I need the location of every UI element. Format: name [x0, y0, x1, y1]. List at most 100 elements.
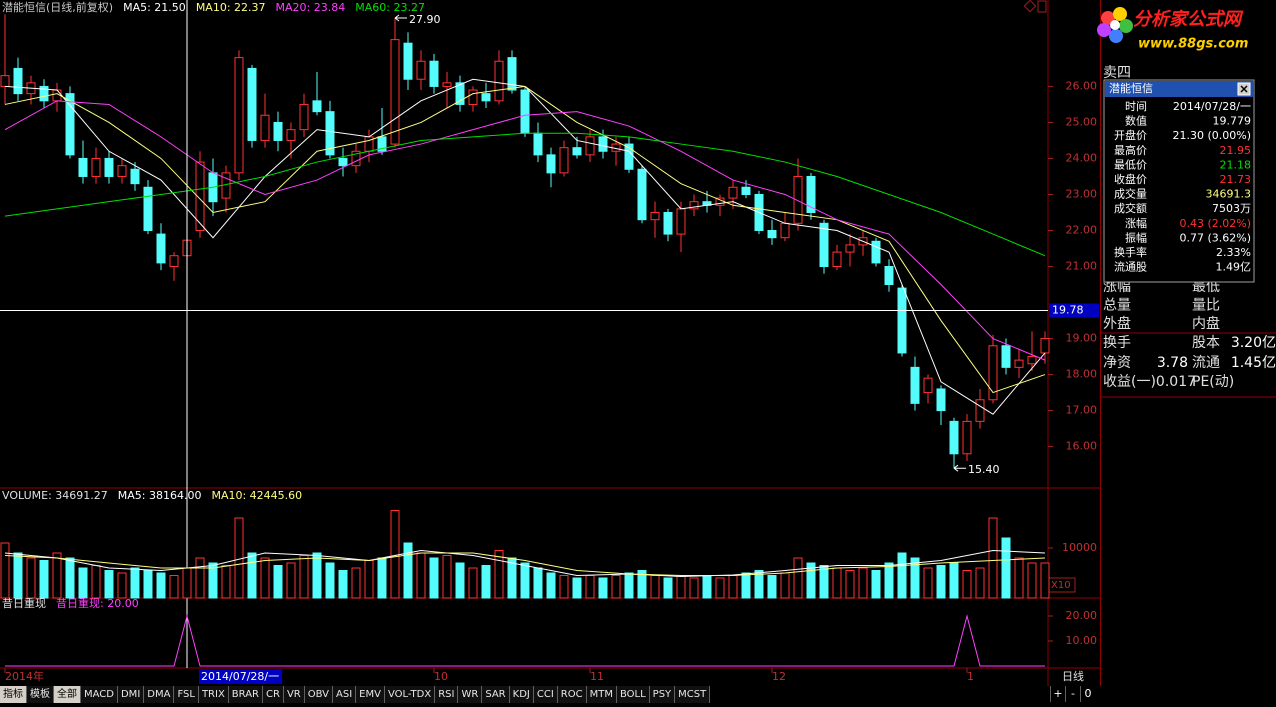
volume-bar [195, 557, 205, 599]
legend-entry: 潜能恒信(日线,前复权) [2, 0, 113, 14]
tab[interactable]: OBV [304, 686, 333, 703]
volume-bar [936, 565, 946, 599]
tab[interactable]: MCST [675, 686, 711, 703]
popup-label: 换手率 [1114, 245, 1147, 259]
tab[interactable]: PSY [649, 686, 676, 703]
tab[interactable]: DMA [144, 686, 175, 703]
volume-bar [637, 570, 647, 599]
volume-bar [793, 557, 803, 599]
close-icon [1240, 85, 1248, 93]
stat-value: 1.45亿 [1231, 355, 1276, 371]
tab[interactable]: 模板 [27, 686, 54, 703]
stat-value: 3.78 [1157, 355, 1188, 371]
volume-bar [78, 567, 88, 599]
window-icon[interactable] [1023, 0, 1037, 13]
volume-bar [663, 577, 673, 599]
candle-body [494, 60, 504, 102]
zoom-button[interactable]: - [1065, 686, 1080, 702]
zoom-button[interactable]: 0 [1080, 686, 1095, 702]
volume-bar [715, 577, 725, 599]
volume-bar [910, 557, 920, 599]
volume-bar [520, 562, 530, 599]
popup-value: 2014/07/28/一 [1173, 100, 1251, 113]
candle-body [455, 82, 465, 105]
legend-entry: MA20: 23.84 [276, 1, 346, 14]
tab[interactable]: FSL [174, 686, 199, 703]
volume-bar [26, 557, 36, 599]
candle-body [312, 100, 322, 113]
volume-bar [364, 560, 374, 599]
legend-entry: MA60: 23.27 [355, 1, 425, 14]
volume-bar [897, 552, 907, 599]
stat-label: 股本 [1192, 335, 1220, 351]
volume-bar [754, 570, 764, 599]
volume-bar [143, 570, 153, 599]
tab[interactable]: BRAR [228, 686, 263, 703]
candle-body [598, 136, 608, 152]
candle-body [1001, 345, 1011, 368]
candle-body [481, 93, 491, 102]
y-tick-label: 25.00 [1066, 115, 1098, 128]
popup-value: 7503万 [1212, 202, 1251, 215]
crosshair-value-box [1049, 303, 1099, 318]
stat-label: 收益(一)0.017 [1103, 374, 1196, 390]
volume-bar [988, 517, 998, 599]
window-icon[interactable] [1037, 0, 1047, 13]
x-tick-label: 12 [772, 670, 786, 683]
logo-name: 分析家公式网 [1133, 9, 1244, 30]
popup-frame [1103, 79, 1255, 283]
tab[interactable]: VR [283, 686, 305, 703]
volume-bar [806, 562, 816, 599]
y-tick-label: 26.00 [1066, 79, 1098, 92]
zoom-button[interactable]: + [1050, 686, 1065, 702]
tab[interactable]: MACD [81, 686, 118, 703]
tab[interactable]: WR [458, 686, 483, 703]
tab[interactable]: ASI [333, 686, 357, 703]
volume-bar [1001, 537, 1011, 599]
logo: 分析家公式网 www.88gs.com [1097, 7, 1248, 52]
popup-label: 数值 [1125, 115, 1147, 128]
extreme-label: 15.40 [968, 463, 1000, 476]
quote-label: 涨幅 [1103, 279, 1131, 295]
volume-bar [208, 562, 218, 599]
tab[interactable]: VOL-TDX [384, 686, 436, 703]
tab[interactable]: CCI [533, 686, 558, 703]
volume-bar [481, 565, 491, 599]
y-tick-label: 22.00 [1066, 223, 1098, 236]
volume-bar [676, 575, 686, 599]
tab[interactable]: BOLL [616, 686, 650, 703]
tab[interactable]: MTM [586, 686, 617, 703]
volume-bar [351, 567, 361, 599]
volume-bar [117, 572, 127, 599]
candle-body [325, 111, 335, 156]
candle-body [572, 147, 582, 156]
popup-label: 成交额 [1114, 201, 1147, 215]
candle-body [897, 287, 907, 354]
volume-ma-line [4, 549, 1046, 578]
popup-label: 流通股 [1114, 260, 1147, 274]
popup-value: 21.30 (0.00%) [1172, 129, 1251, 142]
crosshair-date-box [199, 669, 283, 684]
y-tick-label: 20.00 [1066, 609, 1098, 622]
tab[interactable]: 全部 [54, 686, 81, 703]
tab[interactable]: SAR [482, 686, 510, 703]
tab[interactable]: DMI [117, 686, 145, 703]
x-tick-label: 2014年 [5, 669, 44, 683]
tab[interactable]: ROC [557, 686, 587, 703]
quote-label: 外盘 [1103, 315, 1131, 332]
candle-body [624, 143, 634, 170]
candle-body [663, 211, 673, 235]
tab[interactable]: RSI [435, 686, 459, 703]
tab[interactable]: KDJ [509, 686, 534, 703]
y-tick-label: 10000 [1062, 541, 1097, 554]
volume-bar [52, 552, 62, 599]
tab[interactable]: 指标 [0, 686, 27, 703]
legend-entry: VOLUME: 34691.27 [2, 489, 108, 502]
tab[interactable]: EMV [356, 686, 385, 703]
tab[interactable]: TRIX [198, 686, 229, 703]
tab[interactable]: CR [263, 686, 284, 703]
stat-label: 净资 [1103, 355, 1131, 371]
y-tick-label: 19.00 [1066, 332, 1098, 345]
zoom-buttons: + -0 [1050, 686, 1095, 702]
